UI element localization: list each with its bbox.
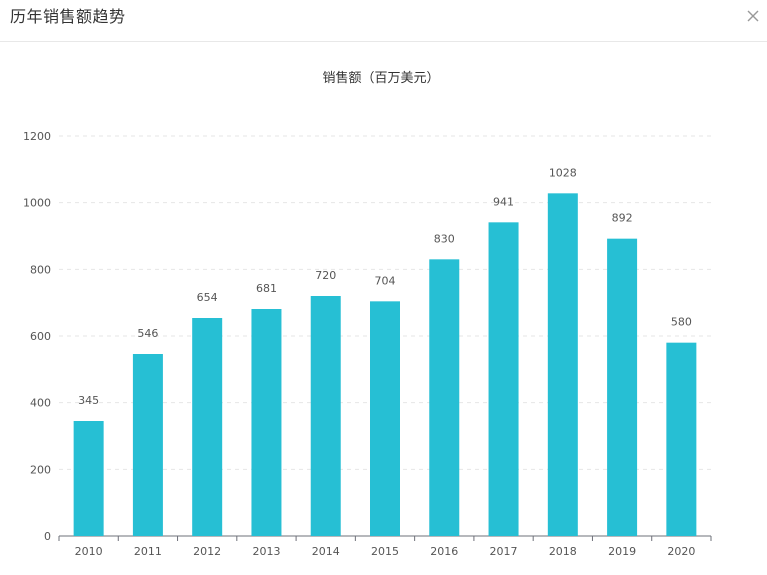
y-tick-label: 0	[44, 530, 51, 543]
x-axis-ticks: 2010 2011 2012 2013 2014 2015 2016 2017 2018 2019…	[58, 536, 712, 558]
data-label: 704	[375, 274, 396, 287]
data-labels: 345 546 654 681 720 704 830 941 1028 892 580	[78, 166, 692, 407]
x-tick-label: 2013	[252, 545, 280, 558]
close-button[interactable]	[741, 4, 765, 28]
x-tick-label: 2017	[490, 545, 518, 558]
y-tick-label: 1200	[23, 130, 51, 143]
bar-2020	[666, 342, 697, 536]
y-tick-label: 200	[30, 463, 51, 476]
bar-chart: 销售额（百万美元） 0 200 400 600 800 1000 1200 345 546 65…	[23, 70, 712, 558]
y-tick-label: 600	[30, 330, 51, 343]
chart-area: 销售额（百万美元） 0 200 400 600 800 1000 1200 345 546 65…	[0, 42, 767, 571]
bar-2018	[547, 193, 578, 537]
bar-2015	[370, 301, 400, 536]
chart-title: 销售额（百万美元）	[322, 70, 439, 86]
bar-2010	[73, 421, 104, 536]
bar-2012	[192, 318, 223, 536]
close-icon	[747, 10, 759, 22]
y-tick-label: 800	[30, 263, 51, 276]
x-tick-label: 2020	[667, 545, 695, 558]
data-label: 892	[612, 212, 633, 225]
y-tick-label: 1000	[23, 197, 51, 210]
data-label: 830	[434, 232, 455, 245]
x-tick-label: 2018	[549, 545, 577, 558]
x-tick-label: 2010	[75, 545, 103, 558]
data-label: 546	[137, 327, 158, 340]
bar-2011	[132, 354, 163, 536]
data-label: 654	[197, 291, 218, 304]
data-label: 681	[256, 282, 277, 295]
y-axis-ticks: 0 200 400 600 800 1000 1200	[23, 130, 51, 543]
bar-2019	[607, 238, 638, 536]
bar-2016	[429, 259, 460, 536]
data-label: 941	[493, 195, 514, 208]
data-label: 720	[315, 269, 336, 282]
x-tick-label: 2019	[608, 545, 636, 558]
data-label: 345	[78, 394, 99, 407]
x-tick-label: 2016	[430, 545, 458, 558]
x-tick-label: 2014	[312, 545, 340, 558]
bars	[73, 193, 697, 537]
x-tick-label: 2011	[134, 545, 162, 558]
y-tick-label: 400	[30, 397, 51, 410]
bar-2013	[251, 309, 282, 536]
data-label: 1028	[549, 166, 577, 179]
x-tick-label: 2015	[371, 545, 399, 558]
bar-2017	[488, 222, 519, 537]
dialog-header: 历年销售额趋势	[0, 0, 767, 42]
bar-2014	[310, 296, 341, 536]
x-tick-label: 2012	[193, 545, 221, 558]
data-label: 580	[671, 316, 692, 329]
dialog-title: 历年销售额趋势	[10, 7, 126, 26]
